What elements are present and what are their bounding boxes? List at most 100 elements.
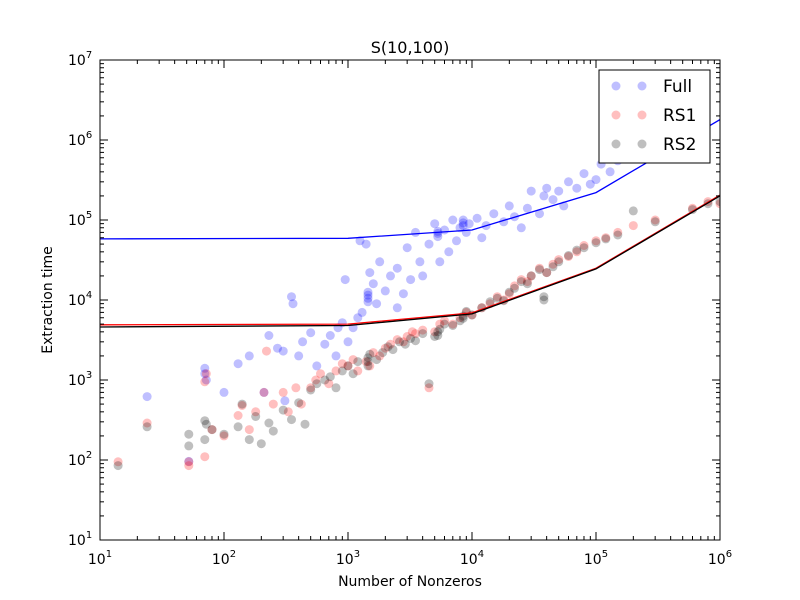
scatter-point-full [259, 387, 269, 397]
scatter-point-rs2 [325, 372, 335, 382]
scatter-point-full [320, 339, 330, 349]
fit-line-rs2 [100, 195, 720, 328]
scatter-point-rs1 [251, 407, 261, 417]
scatter-point-rs2 [564, 251, 573, 260]
scatter-point-full [219, 387, 229, 397]
scatter-point-full [554, 186, 564, 196]
scatter-point-rs2 [378, 348, 388, 358]
scatter-point-full [579, 169, 589, 179]
scatter-point-rs1 [337, 359, 347, 369]
scatter-point-rs1 [283, 407, 293, 417]
scatter-point-rs2 [433, 331, 443, 340]
scatter-point-full [392, 263, 402, 273]
scatter-point-rs1 [296, 399, 306, 409]
scatter-point-full [375, 257, 385, 267]
scatter-point-full [418, 271, 428, 281]
scatter-point-rs2 [688, 205, 697, 215]
scatter-point-full [331, 351, 341, 361]
scatter-point-rs2 [200, 416, 210, 426]
scatter-point-full [355, 236, 365, 246]
scatter-point-full [343, 337, 353, 347]
legend-label-rs2: RS2 [663, 135, 696, 155]
scatter-point-rs1 [535, 263, 544, 273]
scatter-point-rs2 [256, 439, 266, 449]
scatter-point-rs2 [485, 297, 495, 307]
scatter-point-rs1 [510, 281, 519, 291]
scatter-point-rs2 [579, 243, 589, 253]
legend-marker-rs2 [637, 139, 647, 149]
fit-lines [100, 119, 720, 328]
scatter-point-full [280, 396, 290, 406]
x-tick-label: 101 [88, 549, 112, 568]
scatter-point-rs1 [613, 227, 623, 237]
scatter-point-rs2 [278, 405, 288, 415]
scatter-point-rs2 [287, 415, 296, 425]
scatter-point-rs2 [601, 234, 611, 244]
scatter-point-full [472, 213, 482, 223]
scatter-point-rs2 [306, 385, 316, 395]
y-tick-label: 104 [68, 290, 92, 309]
scatter-point-full [548, 195, 558, 205]
scatter-point-rs2 [395, 337, 404, 347]
legend-marker-full [637, 81, 647, 91]
scatter-point-rs2 [650, 217, 660, 227]
scatter-point-full [363, 287, 373, 297]
x-tick-label: 105 [584, 549, 608, 568]
scatter-point-full [386, 271, 395, 281]
scatter-point-full [522, 203, 532, 213]
scatter-point-rs1 [200, 452, 210, 462]
scatter-point-full [458, 215, 468, 225]
scatter-point-full [357, 307, 367, 317]
scatter-point-rs1 [324, 379, 334, 389]
scatter-point-rs1 [579, 241, 589, 250]
scatter-point-rs1 [407, 327, 417, 337]
scatter-point-rs2 [526, 271, 536, 281]
scatter-point-rs1 [435, 319, 445, 329]
scatter-point-rs1 [184, 461, 194, 471]
scatter-point-rs2 [237, 399, 247, 409]
scatter-point-rs1 [343, 361, 353, 371]
y-tick-label: 106 [68, 130, 92, 149]
scatter-point-rs2 [435, 324, 445, 334]
scatter-point-full [306, 328, 316, 338]
scatter-point-rs2 [510, 283, 519, 293]
scatter-point-full [605, 167, 615, 177]
scatter-point-rs1 [291, 383, 301, 393]
scatter-point-rs1 [375, 351, 385, 361]
scatter-point-rs1 [715, 199, 720, 209]
scatter-point-rs2 [542, 268, 552, 278]
scatter-point-rs1 [365, 361, 375, 371]
scatter-point-rs2 [184, 441, 194, 451]
scatter-point-full [200, 363, 210, 373]
scatter-point-full [233, 359, 243, 369]
scatter-point-rs2 [142, 422, 152, 432]
scatter-point-rs1 [380, 343, 390, 353]
scatter-point-rs1 [392, 335, 402, 345]
scatter-point-full [368, 279, 378, 289]
y-tick-label: 102 [68, 450, 92, 469]
legend-label-rs1: RS1 [663, 106, 696, 126]
scatter-point-rs2 [264, 418, 274, 428]
scatter-point-rs1 [278, 387, 288, 397]
x-tick-label: 103 [336, 549, 360, 568]
scatter-point-rs2 [383, 342, 393, 352]
scatter-point-full [363, 290, 373, 300]
x-axis-ticks: 101 102 103 104 105 106 [88, 60, 732, 568]
scatter-point-rs1 [201, 369, 211, 379]
scatter-point-full [433, 226, 443, 236]
scatter-point-rs2 [219, 429, 229, 439]
scatter-point-full [433, 228, 443, 238]
scatter-point-full [380, 286, 390, 296]
scatter-point-rs2 [363, 357, 373, 367]
scatter-point-rs1 [361, 357, 371, 367]
scatter-point-full [433, 232, 443, 242]
scatter-point-rs2 [388, 345, 398, 355]
scatter-point-rs1 [516, 275, 526, 285]
y-axis-label: Extraction time [40, 246, 56, 354]
legend-marker-full [611, 81, 621, 91]
scatter-point-full [448, 215, 458, 225]
scatter-point-rs1 [184, 457, 194, 467]
scatter-point-full [402, 243, 412, 253]
scatter-point-rs1 [448, 319, 458, 329]
scatter-point-rs2 [363, 361, 373, 371]
